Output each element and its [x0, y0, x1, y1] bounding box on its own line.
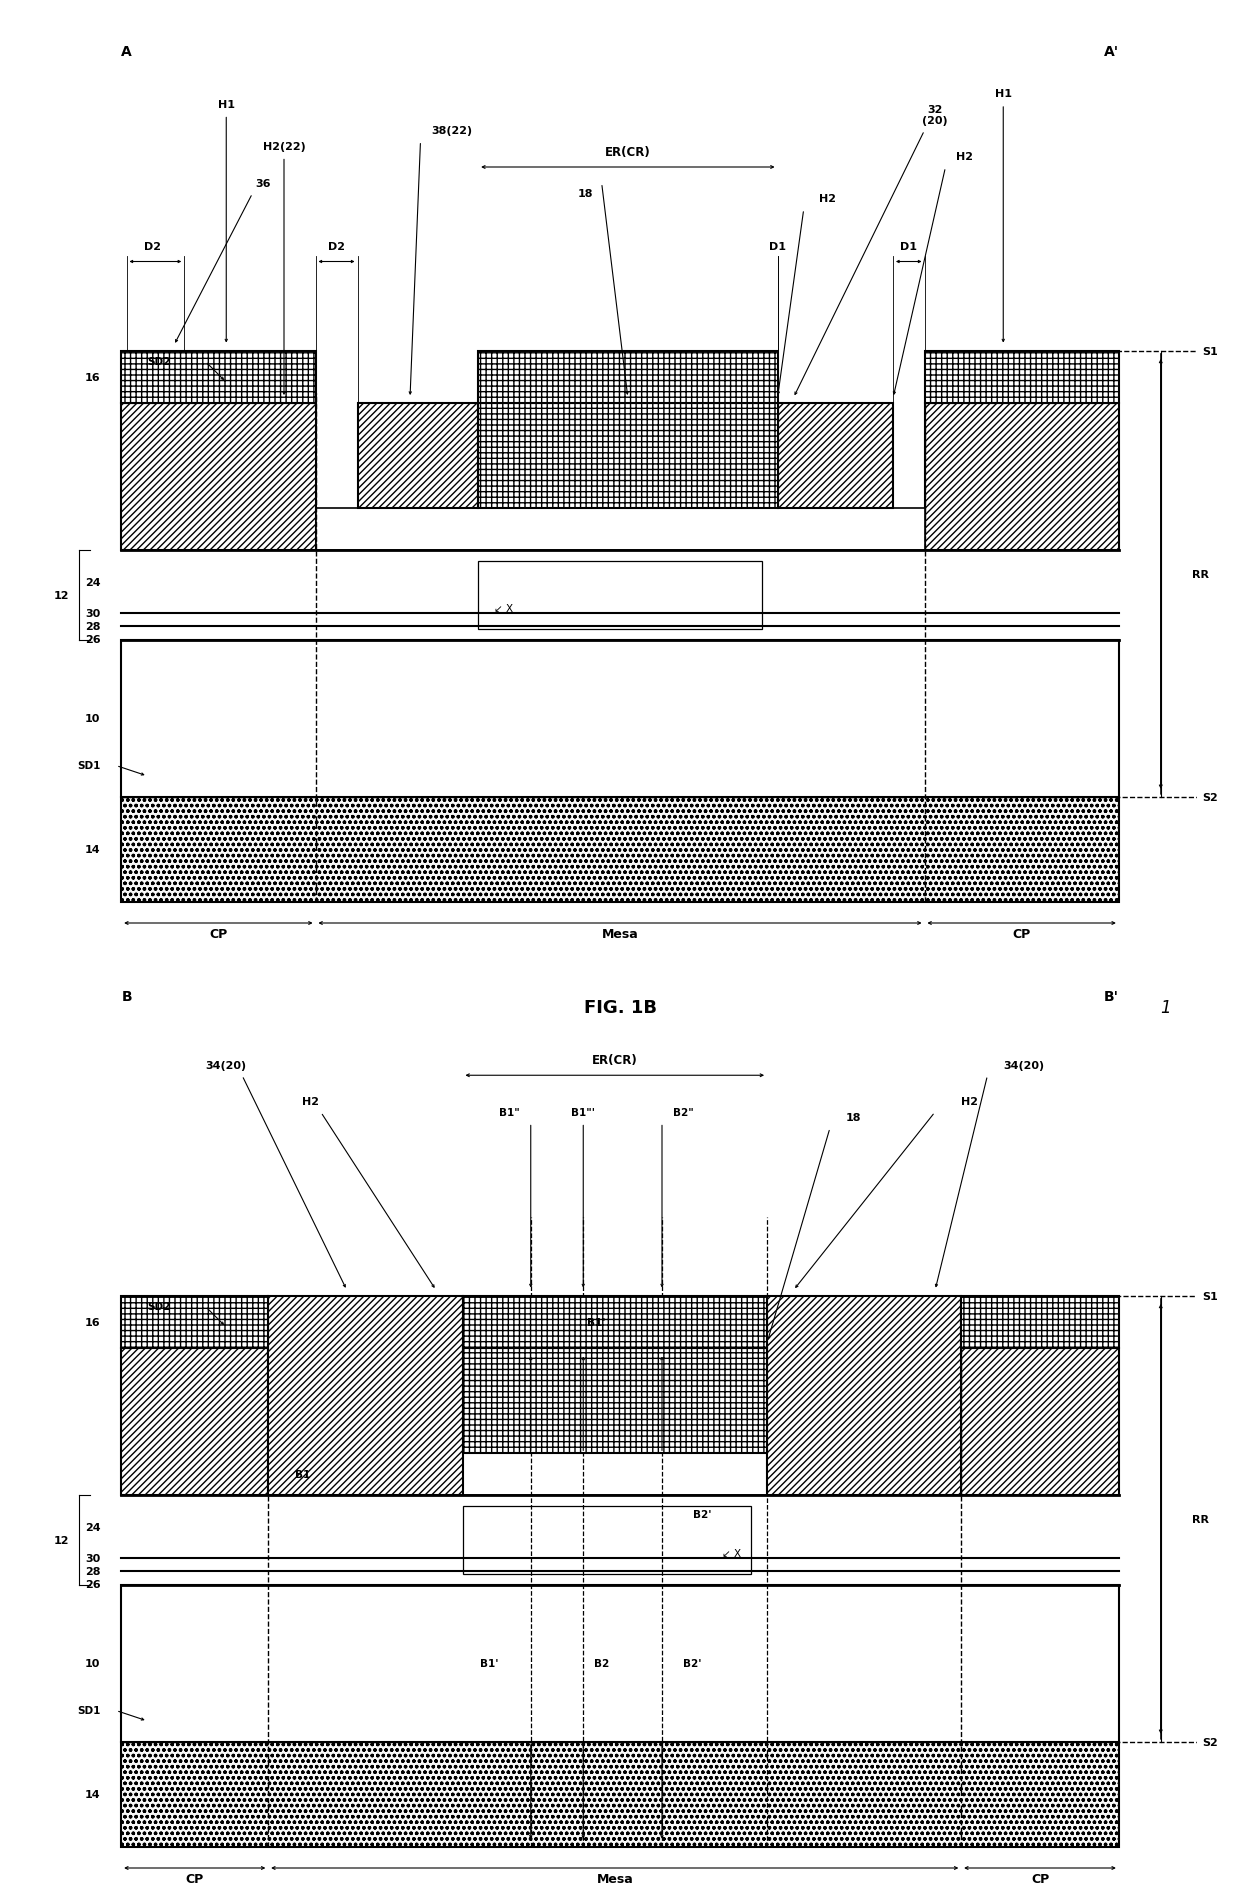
Text: B2": B2": [672, 1107, 693, 1118]
Bar: [463, 1349, 768, 1453]
Text: D1: D1: [769, 242, 786, 251]
Text: 26: 26: [84, 1579, 100, 1591]
Text: CP: CP: [1013, 927, 1030, 941]
Text: B1": B1": [500, 1107, 521, 1118]
Text: S2: S2: [1203, 1738, 1219, 1747]
Bar: [479, 561, 761, 629]
Text: FIG. 1B: FIG. 1B: [584, 999, 656, 1016]
Text: RR: RR: [1192, 570, 1209, 580]
Text: B2: B2: [594, 1659, 609, 1668]
Bar: [122, 1296, 268, 1349]
Bar: [122, 640, 1118, 797]
Text: 32
(20): 32 (20): [923, 104, 947, 127]
Bar: [463, 1506, 751, 1574]
Text: 12: 12: [53, 1536, 68, 1545]
Text: B2': B2': [683, 1659, 702, 1668]
Text: H2: H2: [961, 1098, 978, 1107]
Text: 14: 14: [84, 1789, 100, 1800]
Bar: [268, 1453, 961, 1496]
Text: 30: 30: [86, 608, 100, 620]
Text: SD2: SD2: [148, 1302, 171, 1311]
Text: 30: 30: [86, 1553, 100, 1564]
Bar: [961, 1349, 1118, 1496]
Bar: [463, 1296, 768, 1349]
Text: ER(CR): ER(CR): [605, 145, 651, 159]
Text: B': B': [1104, 990, 1118, 1003]
Bar: [315, 508, 925, 552]
Text: 34(20): 34(20): [206, 1060, 247, 1071]
Text: 16: 16: [84, 372, 100, 383]
Bar: [479, 404, 777, 508]
Text: H2: H2: [956, 153, 973, 162]
Text: 24: 24: [84, 1523, 100, 1532]
Bar: [479, 351, 777, 404]
Bar: [357, 404, 479, 508]
Bar: [925, 351, 1118, 404]
Text: D2: D2: [329, 242, 345, 251]
Bar: [122, 1742, 1118, 1847]
Text: H1: H1: [218, 100, 234, 110]
Text: D2: D2: [144, 242, 161, 251]
Text: 10: 10: [84, 714, 100, 723]
Text: B: B: [122, 990, 131, 1003]
Bar: [961, 1296, 1118, 1349]
Text: 26: 26: [84, 635, 100, 646]
Bar: [268, 1296, 463, 1496]
Text: A': A': [1104, 45, 1118, 59]
Text: 10: 10: [84, 1659, 100, 1668]
Bar: [122, 797, 1118, 903]
Text: 16: 16: [84, 1317, 100, 1328]
Text: 12: 12: [53, 591, 68, 601]
Bar: [122, 1349, 268, 1496]
Bar: [122, 351, 315, 404]
Text: 14: 14: [84, 844, 100, 856]
Text: H2: H2: [301, 1098, 319, 1107]
Text: Mesa: Mesa: [596, 1872, 634, 1885]
Text: S1: S1: [1203, 346, 1219, 357]
Text: 1: 1: [1161, 999, 1172, 1016]
Bar: [122, 404, 315, 552]
Text: S2: S2: [1203, 793, 1219, 803]
Text: B1: B1: [295, 1470, 310, 1479]
Text: S1: S1: [1203, 1290, 1219, 1302]
Text: Mesa: Mesa: [601, 927, 639, 941]
Text: SD1: SD1: [77, 1706, 100, 1715]
Bar: [768, 1296, 961, 1496]
Text: SD2: SD2: [148, 357, 171, 366]
Text: 18: 18: [846, 1113, 862, 1122]
Text: D1: D1: [900, 242, 918, 251]
Text: H2: H2: [820, 195, 837, 204]
Text: CP: CP: [186, 1872, 203, 1885]
Text: ↙ X: ↙ X: [722, 1549, 740, 1558]
Text: B1': B1': [587, 1317, 605, 1328]
Text: 24: 24: [84, 578, 100, 587]
Text: 28: 28: [84, 621, 100, 633]
Text: CP: CP: [210, 927, 227, 941]
Text: 18: 18: [578, 189, 594, 198]
Text: RR: RR: [1192, 1515, 1209, 1524]
Text: ER(CR): ER(CR): [591, 1054, 637, 1067]
Text: CP: CP: [1030, 1872, 1049, 1885]
Text: B1"': B1"': [572, 1107, 595, 1118]
Text: A: A: [122, 45, 131, 59]
Text: 34(20): 34(20): [1003, 1060, 1044, 1071]
Bar: [925, 404, 1118, 552]
Text: H1: H1: [994, 89, 1012, 100]
Text: 38(22): 38(22): [432, 127, 472, 136]
Bar: [122, 1585, 1118, 1742]
Text: B1': B1': [480, 1659, 498, 1668]
Text: ↙ X: ↙ X: [494, 604, 513, 614]
Text: 28: 28: [84, 1566, 100, 1577]
Text: 36: 36: [255, 179, 270, 189]
Text: SD1: SD1: [77, 761, 100, 771]
Text: B2': B2': [693, 1509, 712, 1519]
Bar: [777, 404, 893, 508]
Text: H2(22): H2(22): [263, 142, 305, 151]
